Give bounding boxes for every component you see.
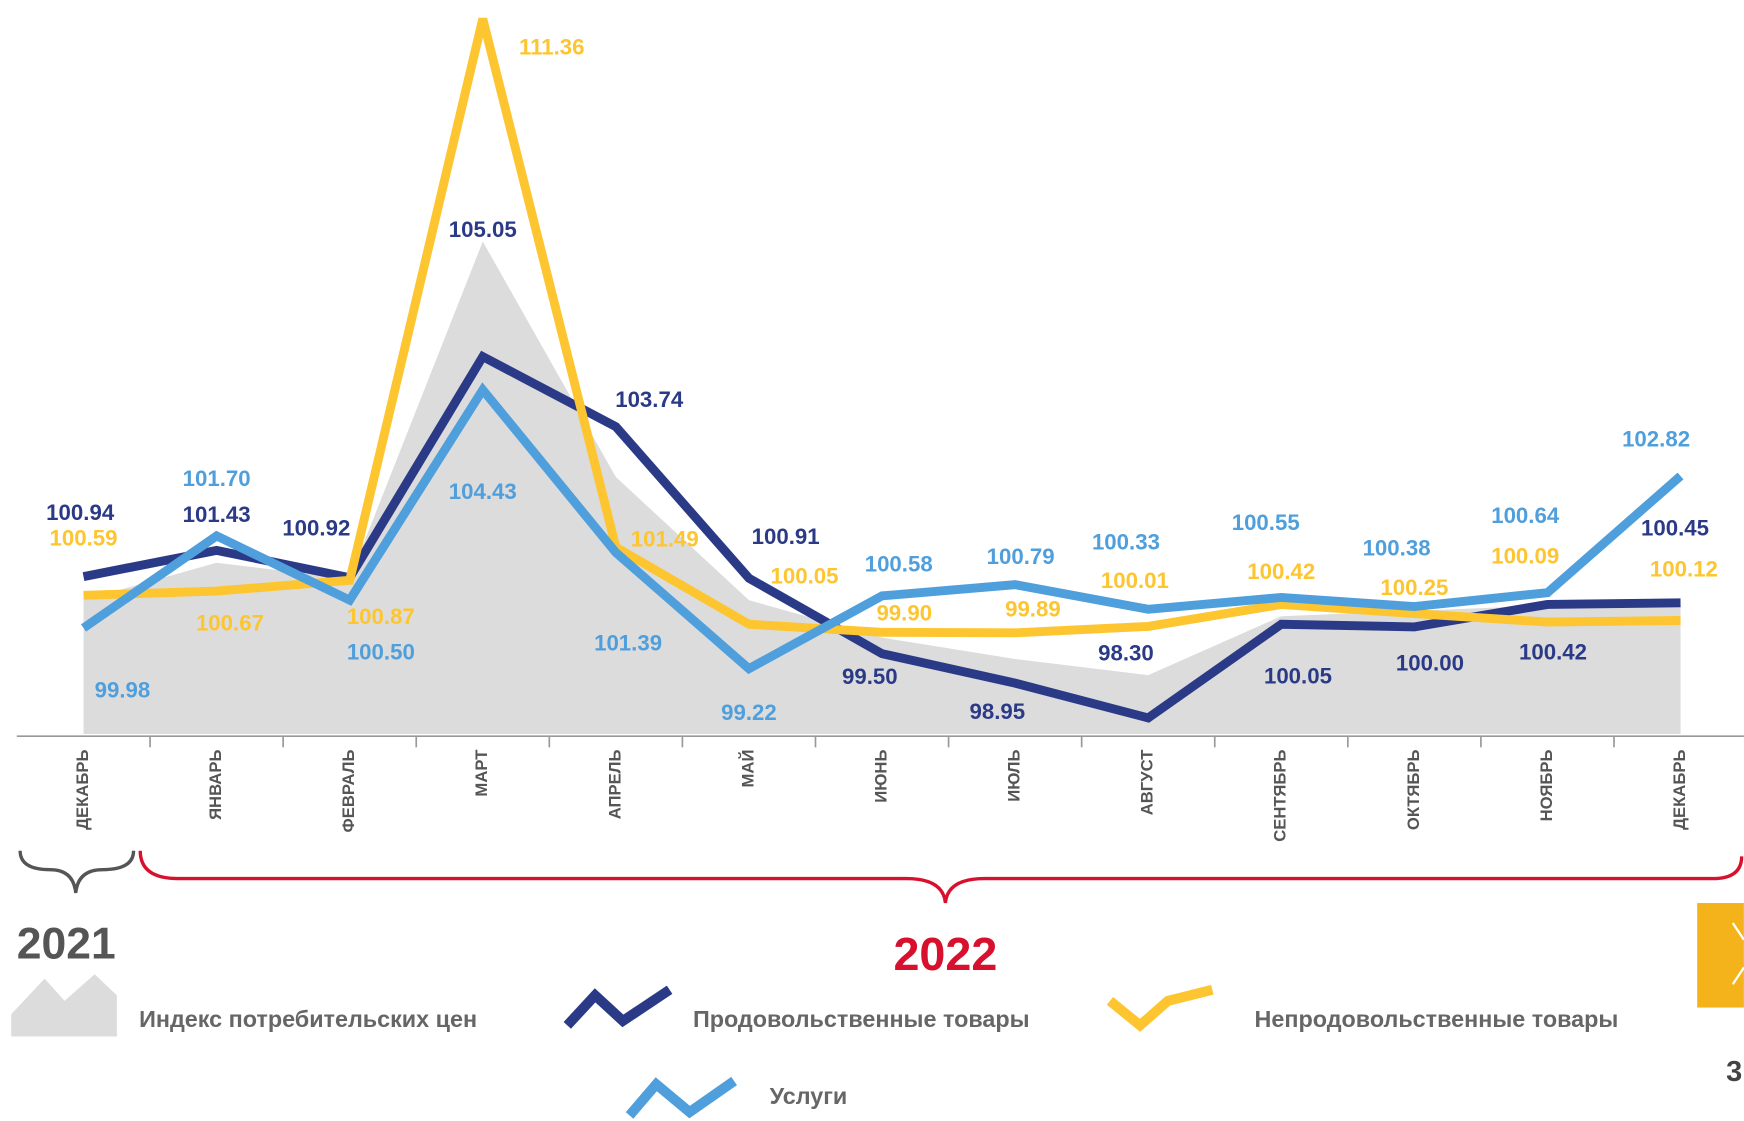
x-tick-label: ИЮНЬ — [871, 750, 890, 803]
x-tick-label: ИЮЛЬ — [1005, 750, 1024, 802]
value-label: 100.33 — [1092, 530, 1160, 555]
value-label: 100.42 — [1247, 559, 1315, 584]
x-tick-label: АПРЕЛЬ — [605, 750, 624, 820]
value-label: 99.98 — [95, 677, 151, 702]
value-label: 100.79 — [987, 544, 1055, 569]
value-label: 103.74 — [615, 387, 684, 412]
x-tick-label: ФЕВРАЛЬ — [339, 750, 358, 833]
period-label: 2021 — [17, 920, 116, 969]
value-label: 100.00 — [1396, 651, 1464, 676]
x-tick-label: ДЕКАБРЬ — [1670, 750, 1689, 830]
value-label: 100.12 — [1650, 556, 1718, 581]
x-tick-label: АВГУСТ — [1138, 750, 1157, 816]
value-label: 99.89 — [1005, 596, 1061, 621]
value-label: 111.36 — [519, 35, 585, 60]
line — [80, 382, 1684, 675]
value-label: 100.50 — [347, 639, 415, 664]
value-label: 99.50 — [842, 664, 898, 689]
legend-icon-line — [563, 985, 673, 1029]
nav-button[interactable] — [1697, 903, 1744, 1008]
value-label: 99.22 — [721, 700, 777, 725]
value-label: 100.38 — [1363, 536, 1431, 561]
value-label: 100.45 — [1641, 515, 1709, 540]
brace-2021 — [18, 850, 136, 894]
legend-label: Индекс потребительских цен — [139, 1006, 477, 1032]
legend-icon-line — [625, 1076, 737, 1119]
plot-area — [80, 17, 1684, 734]
value-label: 101.43 — [183, 502, 251, 527]
value-label: 101.39 — [594, 631, 662, 656]
legend-label: Непродовольственные товары — [1255, 1006, 1619, 1032]
x-tick-label: НОЯБРЬ — [1537, 750, 1556, 822]
nav-arrow — [1731, 922, 1744, 985]
period-label: 2022 — [893, 928, 997, 980]
value-label: 100.25 — [1380, 575, 1448, 600]
value-label: 100.05 — [1264, 664, 1332, 689]
page-number: 3 — [1726, 1056, 1742, 1088]
brace-2022 — [138, 850, 1744, 904]
x-tick-label: МАРТ — [472, 750, 491, 797]
value-label: 100.92 — [282, 516, 350, 541]
legend-label: Продовольственные товары — [693, 1006, 1030, 1032]
value-label: 100.42 — [1519, 639, 1587, 664]
value-label: 105.05 — [449, 217, 517, 242]
value-label: 98.95 — [970, 699, 1026, 724]
line — [83, 17, 1681, 638]
value-label: 100.58 — [865, 552, 933, 577]
value-label: 99.90 — [876, 600, 932, 625]
value-label: 104.43 — [449, 479, 517, 504]
value-label: 100.67 — [196, 610, 264, 635]
x-tick-label: ОКТЯБРЬ — [1404, 750, 1423, 831]
value-label: 100.59 — [50, 526, 118, 551]
value-label: 101.70 — [183, 466, 251, 491]
value-label: 100.05 — [771, 563, 839, 588]
x-tick-label: СЕНТЯБРЬ — [1271, 750, 1290, 842]
x-tick-label: ДЕКАБРЬ — [73, 750, 92, 830]
legend-icon-line — [1106, 984, 1214, 1032]
x-tick-label: ЯНВАРЬ — [206, 750, 225, 820]
value-label: 100.01 — [1101, 568, 1169, 593]
value-label: 100.09 — [1491, 543, 1559, 568]
value-label: 100.94 — [46, 500, 115, 525]
value-label: 98.30 — [1098, 640, 1154, 665]
value-label: 101.49 — [631, 526, 699, 551]
legend-icon-area — [11, 974, 117, 1037]
value-label: 100.55 — [1232, 510, 1300, 535]
value-label: 102.82 — [1622, 426, 1690, 451]
legend-label: Услуги — [770, 1083, 848, 1109]
value-label: 100.91 — [752, 524, 820, 549]
value-label: 100.87 — [347, 604, 415, 629]
x-tick-label: МАЙ — [738, 750, 757, 788]
value-label: 100.64 — [1491, 503, 1560, 528]
